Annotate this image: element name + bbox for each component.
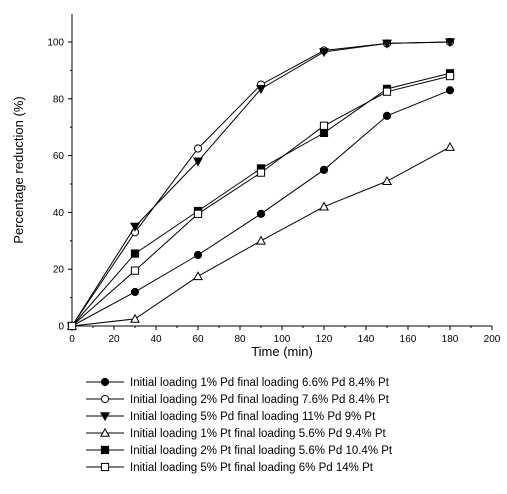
legend-marker: [100, 394, 110, 404]
data-point: [445, 86, 455, 95]
legend-label: Initial loading 5% Pt final loading 6% P…: [130, 462, 374, 474]
data-point: [130, 266, 140, 275]
legend-item: Initial loading 2% Pd final loading 7.6%…: [86, 394, 390, 406]
y-tick-label: 100: [47, 38, 64, 49]
data-point: [256, 168, 266, 177]
data-point: [319, 121, 329, 130]
x-tick-label: 120: [316, 334, 333, 345]
legend-marker: [100, 412, 110, 422]
y-axis-title: Percentage reduction (%): [11, 96, 26, 243]
x-axis-ticks: 0 20 40 60 80 100 120 140 160 180 200: [69, 326, 501, 345]
data-point: [319, 48, 329, 58]
data-point: [319, 128, 329, 137]
y-tick-label: 40: [53, 208, 65, 219]
legend-item: Initial loading 5% Pd final loading 11% …: [86, 411, 376, 423]
legend-marker: [100, 377, 110, 387]
data-point: [67, 321, 77, 331]
x-tick-label: 60: [192, 334, 204, 345]
data-point: [319, 165, 329, 174]
legend-item: Initial loading 1% Pt final loading 5.6%…: [86, 427, 387, 440]
legend-item: Initial loading 1% Pd final loading 6.6%…: [86, 377, 390, 389]
data-point: [256, 85, 266, 95]
legend-label: Initial loading 1% Pt final loading 5.6%…: [130, 428, 387, 440]
series-3: [67, 38, 455, 332]
legend: Initial loading 1% Pd final loading 6.6%…: [86, 377, 393, 474]
x-tick-label: 140: [358, 334, 375, 345]
series-line: [71, 72, 451, 327]
legend-item: Initial loading 2% Pt final loading 5.6%…: [86, 445, 393, 457]
x-tick-label: 80: [234, 334, 246, 345]
x-tick-label: 200: [484, 334, 501, 345]
x-tick-label: 0: [69, 334, 75, 345]
y-axis-ticks: 0 20 40 60 80 100: [47, 38, 72, 333]
series-1: [67, 86, 455, 331]
x-tick-label: 180: [442, 334, 459, 345]
y-tick-label: 0: [58, 322, 64, 333]
legend-marker: [100, 427, 110, 437]
data-point: [193, 209, 203, 218]
data-point: [445, 38, 455, 48]
y-tick-label: 20: [53, 265, 65, 276]
data-point: [130, 313, 140, 323]
data-point: [445, 71, 455, 81]
data-point: [193, 144, 203, 153]
legend-marker: [100, 462, 110, 472]
series-line: [71, 89, 451, 327]
legend-marker: [100, 445, 110, 455]
data-point: [319, 201, 329, 211]
legend-label: Initial loading 1% Pd final loading 6.6%…: [130, 377, 390, 389]
x-tick-label: 160: [400, 334, 417, 345]
data-point: [445, 141, 455, 151]
data-point: [382, 87, 392, 96]
data-point: [130, 249, 140, 258]
data-point: [382, 111, 392, 120]
x-axis-title: Time (min): [251, 344, 313, 359]
data-point: [256, 235, 266, 245]
y-tick-label: 60: [53, 151, 65, 162]
series-2: [67, 37, 455, 331]
series-5: [67, 69, 455, 331]
data-point: [193, 157, 203, 167]
legend-item: Initial loading 5% Pt final loading 6% P…: [86, 462, 374, 474]
series-layer: [67, 37, 455, 332]
data-point: [193, 250, 203, 260]
data-point: [382, 39, 392, 49]
legend-label: Initial loading 2% Pt final loading 5.6%…: [130, 445, 393, 457]
data-point: [256, 209, 266, 218]
data-point: [382, 175, 392, 185]
x-tick-label: 40: [150, 334, 162, 345]
legend-label: Initial loading 2% Pd final loading 7.6%…: [130, 394, 390, 406]
data-point: [130, 222, 140, 232]
data-point: [130, 287, 140, 297]
data-point: [193, 271, 203, 281]
series-6: [67, 71, 455, 331]
legend-label: Initial loading 5% Pd final loading 11% …: [130, 411, 376, 423]
x-tick-label: 100: [274, 334, 291, 345]
y-tick-label: 80: [53, 94, 65, 105]
plot-area: 0 20 40 60 80 100 120 140 160 180 200 0 20 40 60 80 100: [47, 14, 501, 345]
x-tick-label: 20: [108, 334, 120, 345]
